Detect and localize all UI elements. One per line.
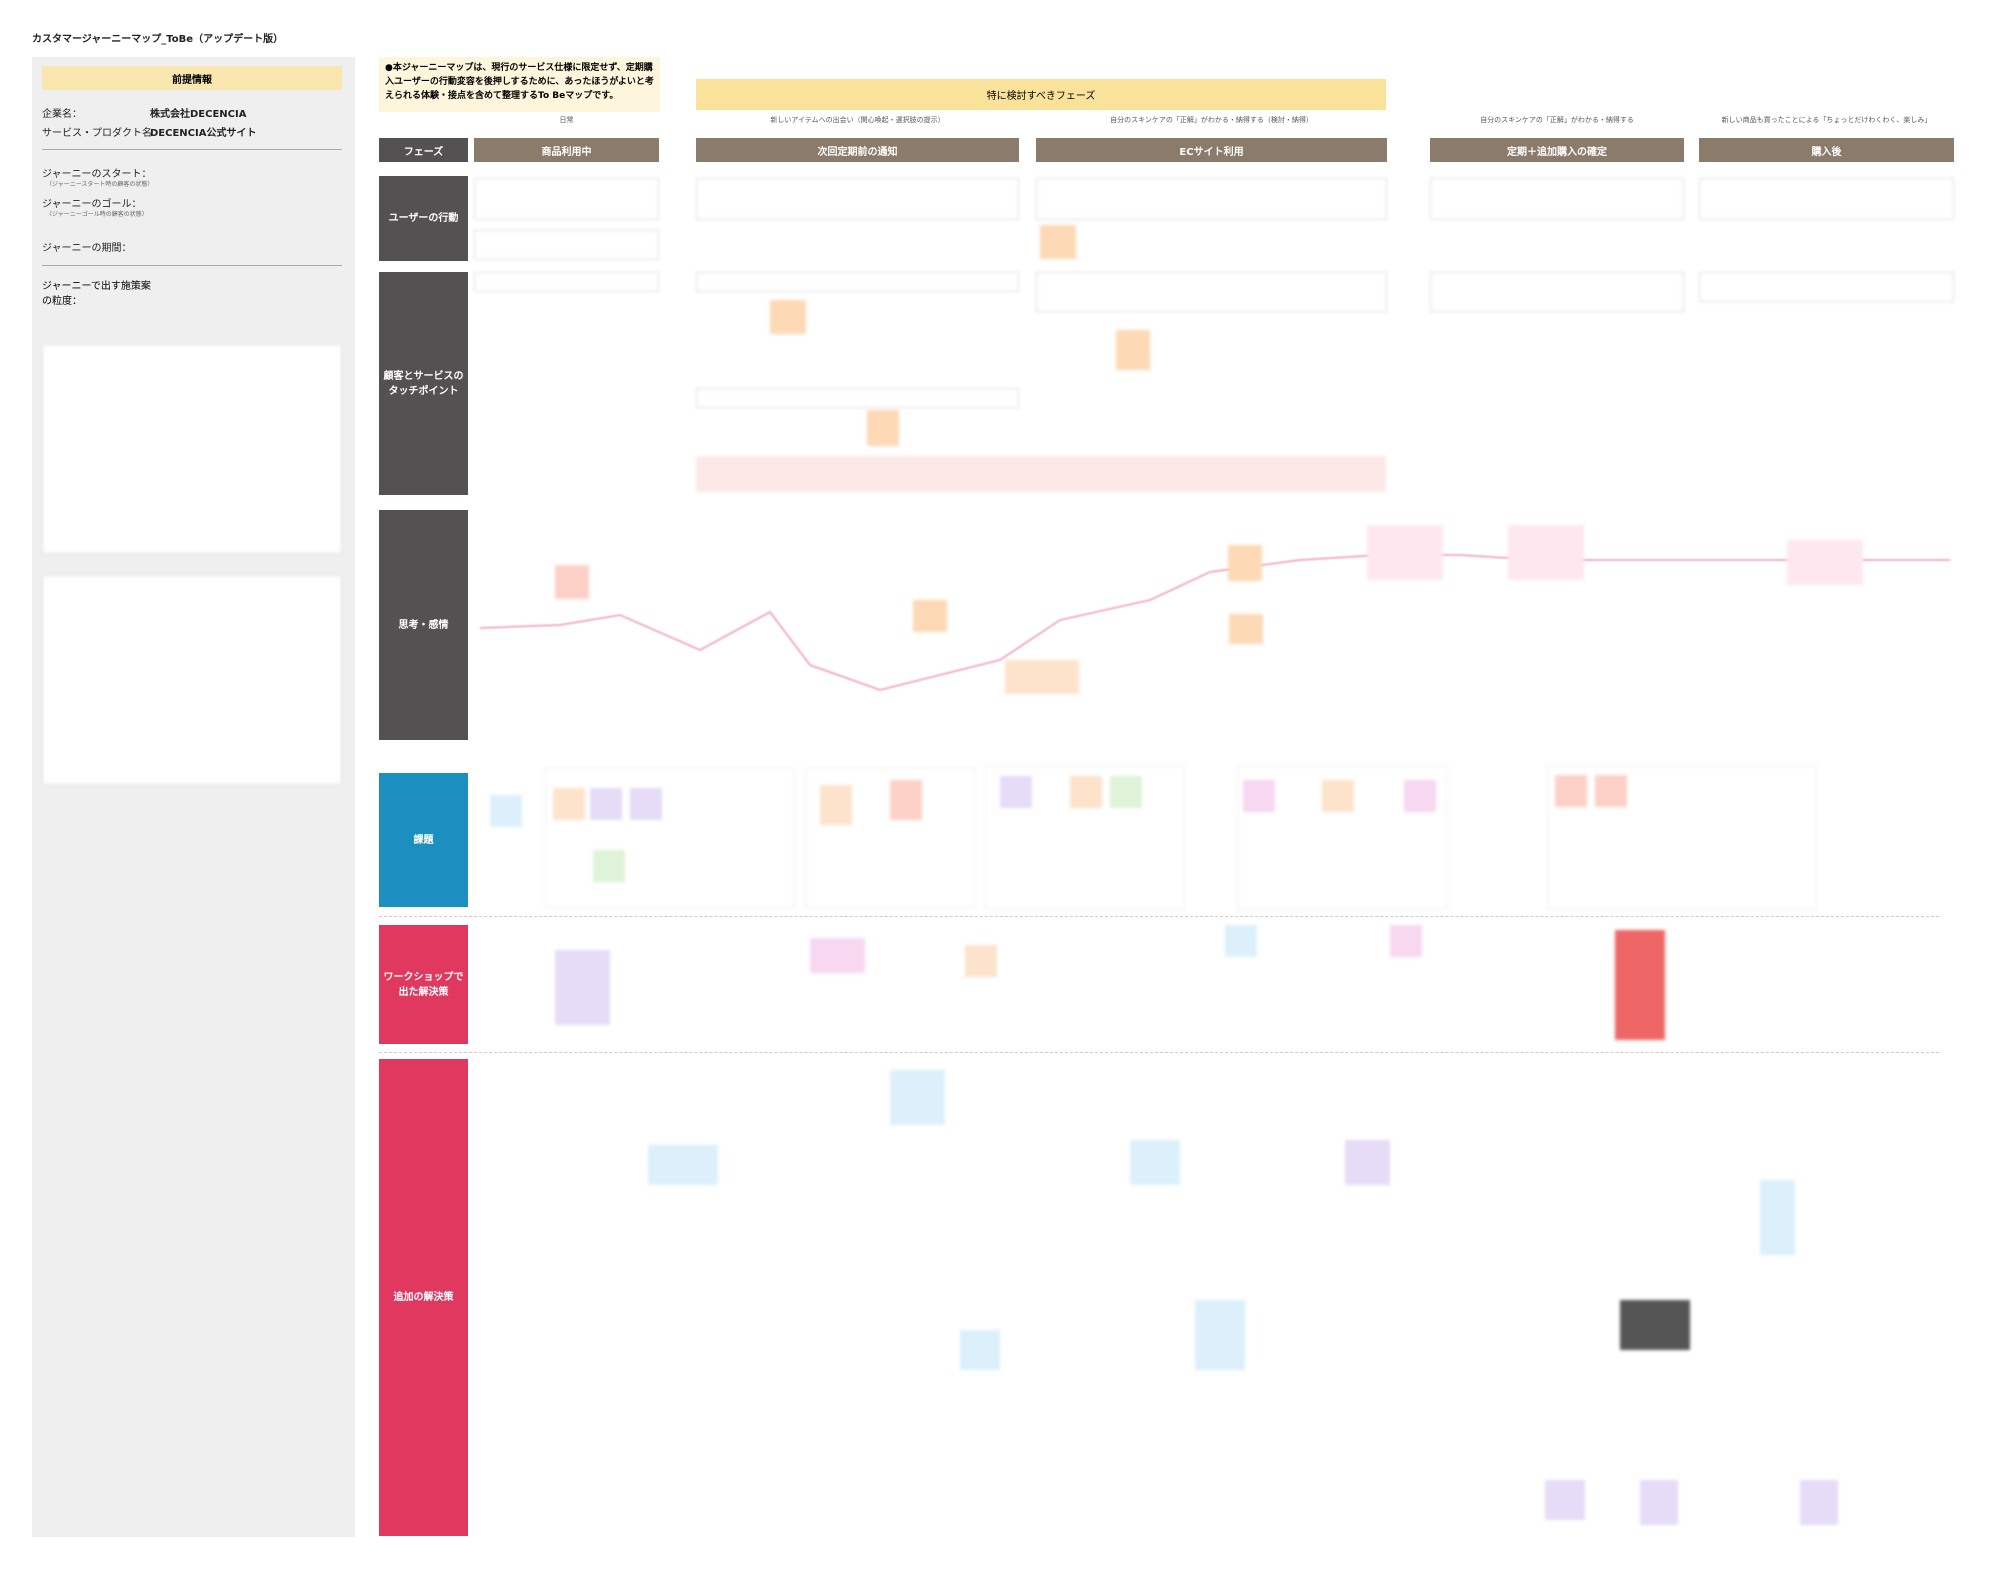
sticky xyxy=(555,950,610,1025)
phase-caption: 新しい商品も買ったことによる「ちょっとだけわくわく、楽しみ」 xyxy=(1721,116,1932,124)
row-label: 顧客とサービスのタッチポイント xyxy=(379,272,468,495)
field-value: DECENCIA公式サイト xyxy=(150,128,257,139)
sticky xyxy=(1005,660,1079,694)
banner xyxy=(696,456,1386,492)
row-label: ワークショップで出た解決策 xyxy=(379,925,468,1044)
sticky xyxy=(890,1070,945,1125)
title: カスタマージャーニーマップ_ToBe（アップデート版） xyxy=(32,34,284,45)
sticky xyxy=(1404,780,1436,812)
phase: 定期＋追加購入の確定 xyxy=(1430,138,1684,162)
card xyxy=(1430,178,1684,220)
card xyxy=(474,230,659,260)
phase-caption: 日常 xyxy=(559,116,574,124)
card xyxy=(1430,272,1684,312)
card xyxy=(474,272,659,292)
premise-panel: 前提情報 企業名： 株式会社DECENCIA サービス・プロダクト名： DECE… xyxy=(32,57,355,1537)
sticky xyxy=(1800,1480,1838,1525)
field-label: ジャーニーの期間： xyxy=(42,243,132,254)
phase: 購入後 xyxy=(1699,138,1954,162)
sticky xyxy=(770,300,806,334)
sticky xyxy=(1000,776,1032,808)
divider xyxy=(42,149,342,150)
sticky xyxy=(1595,775,1627,807)
card xyxy=(1036,178,1387,220)
group xyxy=(1547,765,1817,910)
sticky xyxy=(913,600,947,632)
note: ●本ジャーニーマップは、現行のサービス仕様に限定せず、定期購入ユーザーの行動変容… xyxy=(379,57,660,112)
sticky xyxy=(1228,545,1262,581)
field-sub: （ジャーニーゴール時の顧客の状態） xyxy=(46,211,148,218)
field-label: 企業名： xyxy=(42,109,82,120)
divider xyxy=(379,916,1939,917)
row-label: 追加の解決策 xyxy=(379,1059,468,1536)
sticky xyxy=(820,785,852,825)
sticky xyxy=(965,945,997,977)
sticky xyxy=(1116,330,1150,370)
highlight-banner: 特に検討すべきフェーズ xyxy=(696,79,1386,110)
card xyxy=(474,178,659,220)
card xyxy=(1699,178,1954,220)
sticky xyxy=(1345,1140,1390,1185)
card xyxy=(696,272,1019,292)
phase-caption: 自分のスキンケアの「正解」がわかる・納得する xyxy=(1480,116,1634,124)
divider xyxy=(379,1052,1939,1053)
sticky xyxy=(1640,1480,1678,1525)
card xyxy=(1699,272,1954,302)
phase-caption: 自分のスキンケアの「正解」がわかる・納得する（検討・納得） xyxy=(1110,116,1313,124)
sticky xyxy=(630,788,662,820)
image xyxy=(1620,1300,1690,1350)
sticky xyxy=(810,938,865,973)
divider xyxy=(42,265,342,266)
sticky xyxy=(593,850,625,882)
field-label: サービス・プロダクト名： xyxy=(42,128,162,139)
image xyxy=(1615,930,1665,1040)
phase: ECサイト利用 xyxy=(1036,138,1387,162)
sticky xyxy=(1195,1300,1245,1370)
sticky xyxy=(1110,776,1142,808)
sticky xyxy=(1787,540,1863,585)
card xyxy=(696,388,1019,408)
sticky xyxy=(590,788,622,820)
field-label: ジャーニーで出す施策案の粒度： xyxy=(42,281,151,307)
sticky xyxy=(890,780,922,820)
card xyxy=(696,178,1019,220)
persona-card xyxy=(42,344,342,554)
sticky xyxy=(1040,225,1076,259)
sticky xyxy=(1508,525,1584,580)
sticky xyxy=(1367,525,1443,580)
sticky xyxy=(1555,775,1587,807)
sticky xyxy=(553,788,585,820)
sticky xyxy=(490,795,522,827)
sticky xyxy=(1130,1140,1180,1185)
persona-card xyxy=(42,575,342,785)
sticky xyxy=(555,565,589,599)
field-label: ジャーニーのスタート： xyxy=(42,169,152,180)
sticky xyxy=(1545,1480,1585,1520)
field-value: 株式会社DECENCIA xyxy=(150,109,247,120)
group xyxy=(545,768,795,908)
phase: 商品利用中 xyxy=(474,138,659,162)
row-label: 課題 xyxy=(379,773,468,907)
sticky xyxy=(960,1330,1000,1370)
sticky xyxy=(1070,776,1102,808)
row-label: ユーザーの行動 xyxy=(379,176,468,261)
sticky xyxy=(1229,614,1263,644)
phase-caption: 新しいアイテムへの出会い（関心喚起・選択肢の提示） xyxy=(770,116,945,124)
sticky xyxy=(1225,925,1257,957)
sticky xyxy=(1760,1180,1795,1255)
phase: 次回定期前の通知 xyxy=(696,138,1019,162)
row-label: 思考・感情 xyxy=(379,510,468,740)
phase-label: フェーズ xyxy=(379,138,468,162)
sticky xyxy=(1390,925,1422,957)
card xyxy=(1036,272,1387,312)
sticky xyxy=(1322,780,1354,812)
sticky xyxy=(648,1145,718,1185)
sticky xyxy=(1243,780,1275,812)
sticky xyxy=(867,410,899,446)
field-label: ジャーニーのゴール： xyxy=(42,199,142,210)
premise-heading: 前提情報 xyxy=(42,66,342,90)
field-sub: （ジャーニースタート時の顧客の状態） xyxy=(46,181,154,188)
